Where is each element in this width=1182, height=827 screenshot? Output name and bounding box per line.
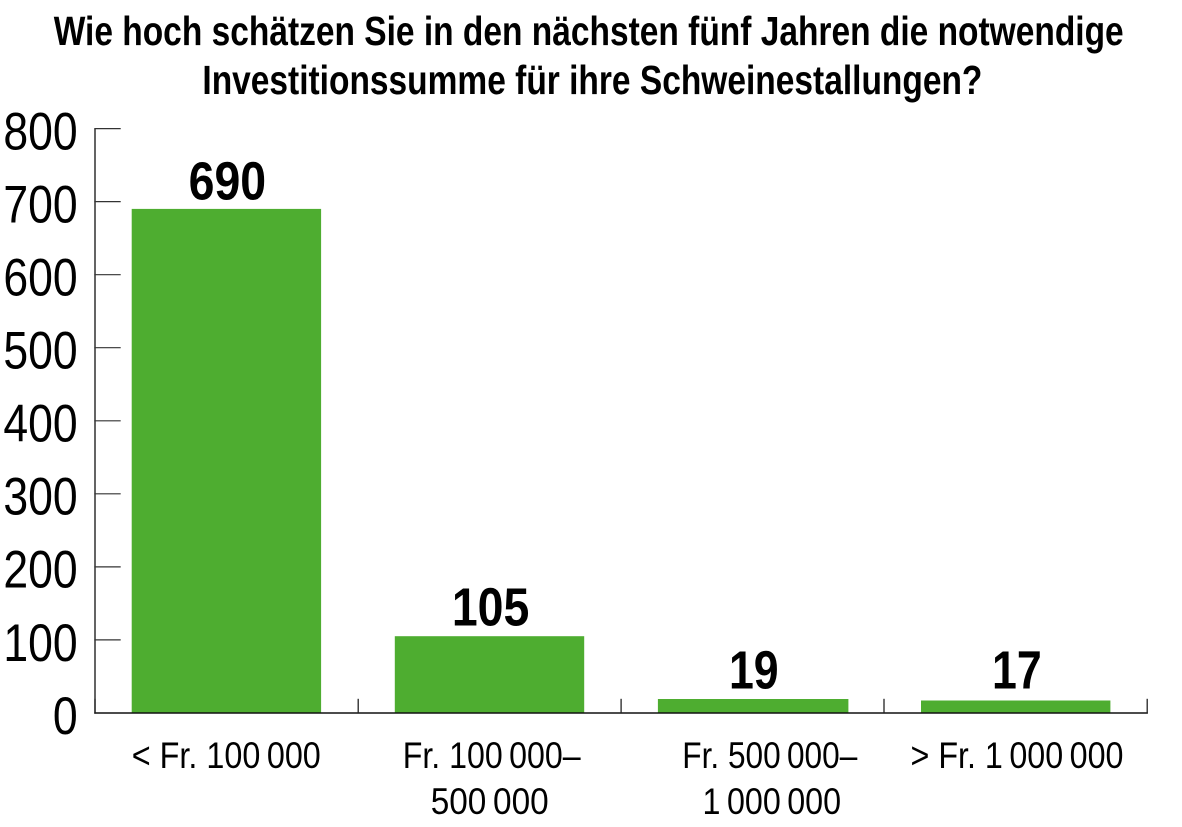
svg-text:300: 300 <box>3 468 77 527</box>
svg-text:Investitionssumme für ihre Sch: Investitionssumme für ihre Schweinestall… <box>202 57 982 103</box>
svg-text:690: 690 <box>189 152 267 212</box>
svg-text:0: 0 <box>53 687 78 746</box>
svg-text:400: 400 <box>3 395 77 454</box>
svg-text:Wie hoch schätzen Sie in den n: Wie hoch schätzen Sie in den nächsten fü… <box>54 8 1124 54</box>
svg-text:500 000: 500 000 <box>431 781 549 822</box>
svg-text:200: 200 <box>3 541 77 600</box>
svg-text:Fr. 100 000–: Fr. 100 000– <box>403 735 581 776</box>
svg-text:19: 19 <box>729 641 779 701</box>
svg-text:105: 105 <box>452 577 530 637</box>
svg-text:< Fr. 100 000: < Fr. 100 000 <box>132 735 321 776</box>
svg-text:700: 700 <box>3 175 77 234</box>
svg-text:600: 600 <box>3 249 77 308</box>
svg-text:800: 800 <box>3 102 77 161</box>
svg-text:500: 500 <box>3 322 77 381</box>
svg-text:17: 17 <box>992 641 1042 701</box>
svg-text:Fr. 500 000–: Fr. 500 000– <box>682 735 857 776</box>
svg-text:100: 100 <box>3 614 77 673</box>
svg-text:1 000 000: 1 000 000 <box>703 781 842 822</box>
svg-text:> Fr. 1 000 000: > Fr. 1 000 000 <box>911 735 1124 776</box>
